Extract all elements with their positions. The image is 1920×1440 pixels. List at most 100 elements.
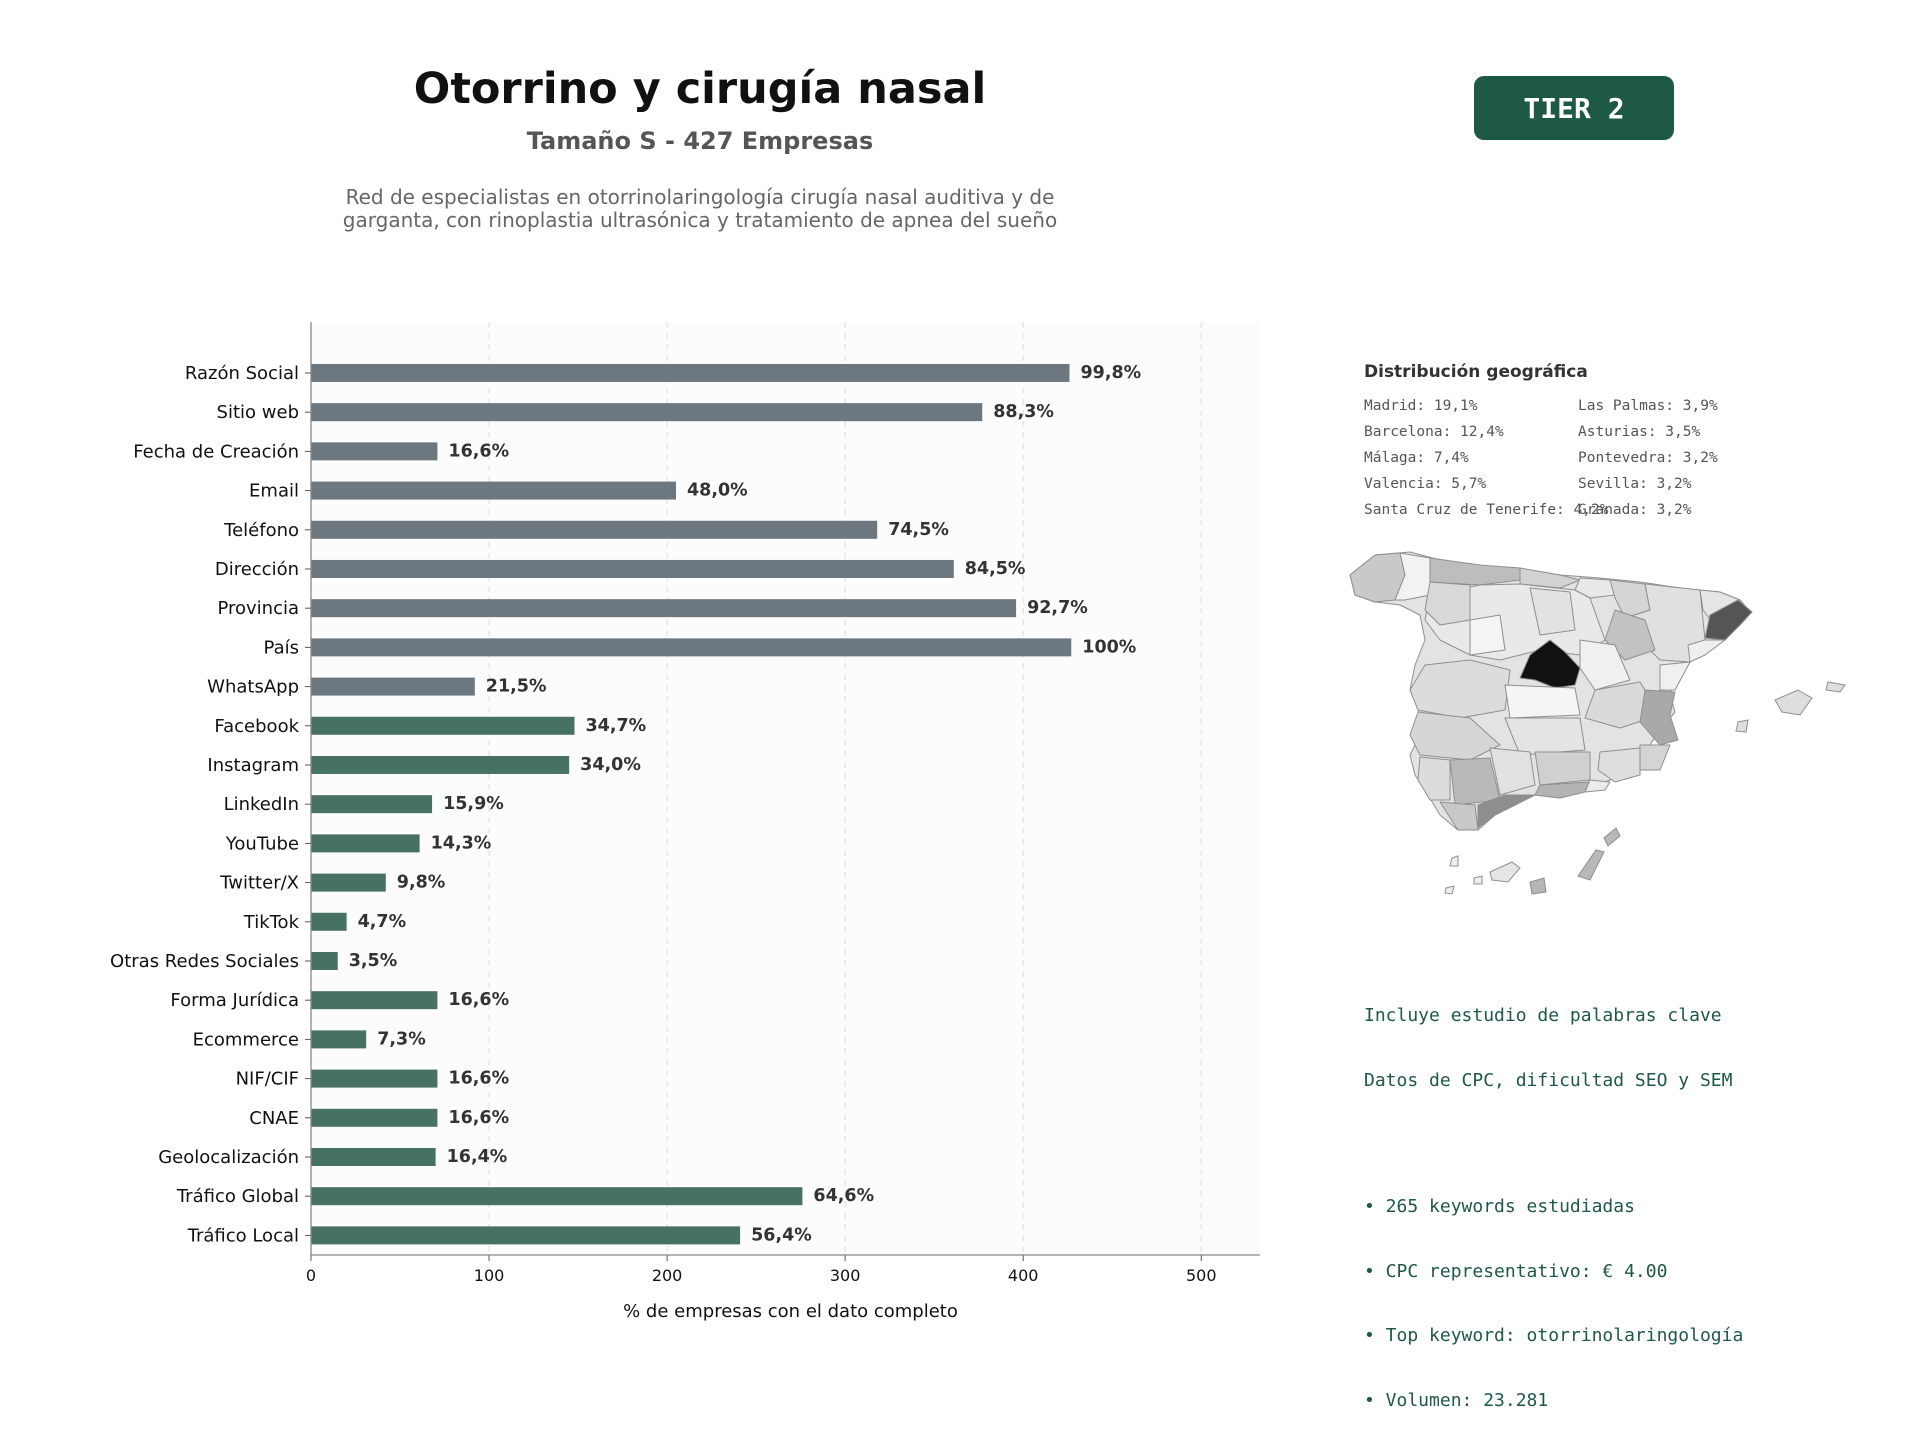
bar — [311, 873, 386, 892]
map-region-fuerteventura — [1577, 849, 1605, 881]
bar-value-label: 34,7% — [586, 716, 647, 736]
map-region-el-hierro — [1444, 885, 1455, 895]
y-category-label: YouTube — [225, 833, 299, 854]
geo-item-asturias: Asturias: 3,5% — [1578, 424, 1701, 440]
y-category-label: Geolocalización — [158, 1147, 299, 1168]
y-category-label: TikTok — [243, 912, 300, 933]
y-category-label: NIF/CIF — [236, 1069, 299, 1090]
geo-item-barcelona: Barcelona: 12,4% — [1364, 424, 1504, 440]
bar-value-label: 64,6% — [813, 1186, 874, 1206]
plot-area — [311, 322, 1260, 1255]
bar-value-label: 88,3% — [993, 402, 1054, 422]
bar-value-label: 34,0% — [580, 755, 641, 775]
x-tick-label: 0 — [306, 1266, 316, 1285]
keyword-line-1: Incluye estudio de palabras clave — [1364, 1005, 1722, 1026]
bar — [311, 520, 878, 539]
y-category-label: Ecommerce — [193, 1029, 299, 1050]
geo-item-sevilla: Sevilla: 3,2% — [1578, 476, 1692, 492]
bar-value-label: 16,6% — [448, 441, 509, 461]
map-region-tarragona — [1687, 639, 1726, 663]
bar-value-label: 7,3% — [377, 1029, 426, 1049]
bar-value-label: 16,6% — [448, 990, 509, 1010]
bar-value-label: 15,9% — [443, 794, 504, 814]
keyword-line-2: Datos de CPC, dificultad SEO y SEM — [1364, 1069, 1733, 1091]
keyword-bullet: • 265 keywords estudiadas — [1364, 1196, 1635, 1217]
y-category-label: Provincia — [217, 598, 299, 619]
map-region-huelva — [1417, 756, 1451, 801]
bar — [311, 599, 1017, 618]
geo-title: Distribución geográfica — [1364, 362, 1588, 382]
keyword-bullet: • CPC representativo: € 4.00 — [1364, 1260, 1668, 1282]
y-category-label: Teléfono — [223, 520, 299, 541]
y-category-label: Facebook — [214, 716, 299, 737]
bar — [311, 1069, 438, 1088]
map-region-basque — [1574, 577, 1616, 599]
map-region-almeria — [1584, 779, 1611, 793]
keyword-bullet: • Volumen: 23.281 — [1364, 1389, 1549, 1411]
geo-item-madrid: Madrid: 19,1% — [1364, 398, 1478, 414]
map-balearic-islands — [1735, 681, 1846, 733]
geo-item-granada: Granada: 3,2% — [1578, 502, 1692, 518]
bar-value-label: 4,7% — [358, 912, 407, 932]
bar — [311, 442, 438, 461]
map-region-la-gomera — [1473, 875, 1483, 885]
map-region-cordoba — [1489, 747, 1536, 796]
bar-value-label: 16,6% — [448, 1069, 509, 1089]
map-region-menorca — [1825, 681, 1846, 693]
map-region-castellon — [1659, 661, 1691, 691]
map-region-cantabria — [1519, 567, 1581, 589]
y-category-label: Tráfico Global — [176, 1186, 299, 1207]
bar-value-label: 9,8% — [397, 873, 446, 893]
y-category-label: WhatsApp — [207, 677, 299, 698]
bar — [311, 677, 475, 696]
bar — [311, 755, 570, 774]
y-category-label: Tráfico Local — [187, 1225, 299, 1246]
map-region-la-palma — [1449, 855, 1459, 867]
map-region-leon — [1424, 581, 1471, 626]
map-region-ibiza — [1735, 719, 1749, 733]
bar-value-label: 21,5% — [486, 677, 547, 697]
y-category-label: LinkedIn — [224, 794, 299, 815]
bar — [311, 951, 338, 970]
bar-value-label: 3,5% — [349, 951, 398, 971]
bar-value-label: 14,3% — [431, 833, 492, 853]
map-region-asturias — [1429, 557, 1521, 586]
geo-distribution-list: Madrid: 19,1% Barcelona: 12,4% Málaga: 7… — [1364, 398, 1804, 538]
coverage-bar-chart: 0 100 200 300 400 500 Razón Social 99,8% Sitio w… — [110, 322, 1260, 1322]
bar-value-label: 56,4% — [751, 1225, 812, 1245]
y-category-label: CNAE — [249, 1108, 299, 1129]
bar — [311, 1187, 803, 1206]
map-region-zamora — [1469, 614, 1506, 656]
bar — [311, 1030, 367, 1049]
y-category-label: Sitio web — [217, 402, 299, 423]
bar — [311, 363, 1070, 382]
bar — [311, 638, 1072, 657]
x-tick-label: 500 — [1186, 1266, 1217, 1285]
bar — [311, 991, 438, 1010]
map-region-burgos — [1529, 587, 1576, 636]
geo-item-santa-cruz: Santa Cruz de Tenerife: 4,2% — [1364, 502, 1609, 518]
map-region-gran-canaria — [1529, 877, 1547, 895]
bar — [311, 559, 954, 578]
bar-value-label: 16,6% — [448, 1108, 509, 1128]
map-region-guadalajara — [1579, 639, 1631, 691]
map-canary-islands — [1444, 827, 1621, 895]
x-tick-label: 200 — [652, 1266, 683, 1285]
page-title: Otorrino y cirugía nasal — [413, 64, 987, 114]
bar — [311, 834, 420, 853]
map-region-murcia — [1597, 747, 1641, 783]
map-region-lanzarote — [1603, 827, 1621, 847]
bar — [311, 1226, 741, 1245]
bar-value-label: 99,8% — [1080, 363, 1141, 383]
map-region-tenerife — [1489, 861, 1521, 883]
bar — [311, 1108, 438, 1127]
map-region-ciudad-real — [1504, 717, 1586, 756]
geo-item-pontevedra: Pontevedra: 3,2% — [1578, 450, 1718, 466]
keyword-study-box: Incluye estudio de palabras clave Datos … — [1364, 962, 1743, 1433]
bar-value-label: 84,5% — [965, 559, 1026, 579]
bar-value-label: 74,5% — [888, 520, 949, 540]
bar-value-label: 100% — [1082, 637, 1136, 657]
bar — [311, 912, 347, 931]
y-category-label: Fecha de Creación — [133, 441, 299, 462]
map-region-alicante — [1639, 744, 1671, 771]
